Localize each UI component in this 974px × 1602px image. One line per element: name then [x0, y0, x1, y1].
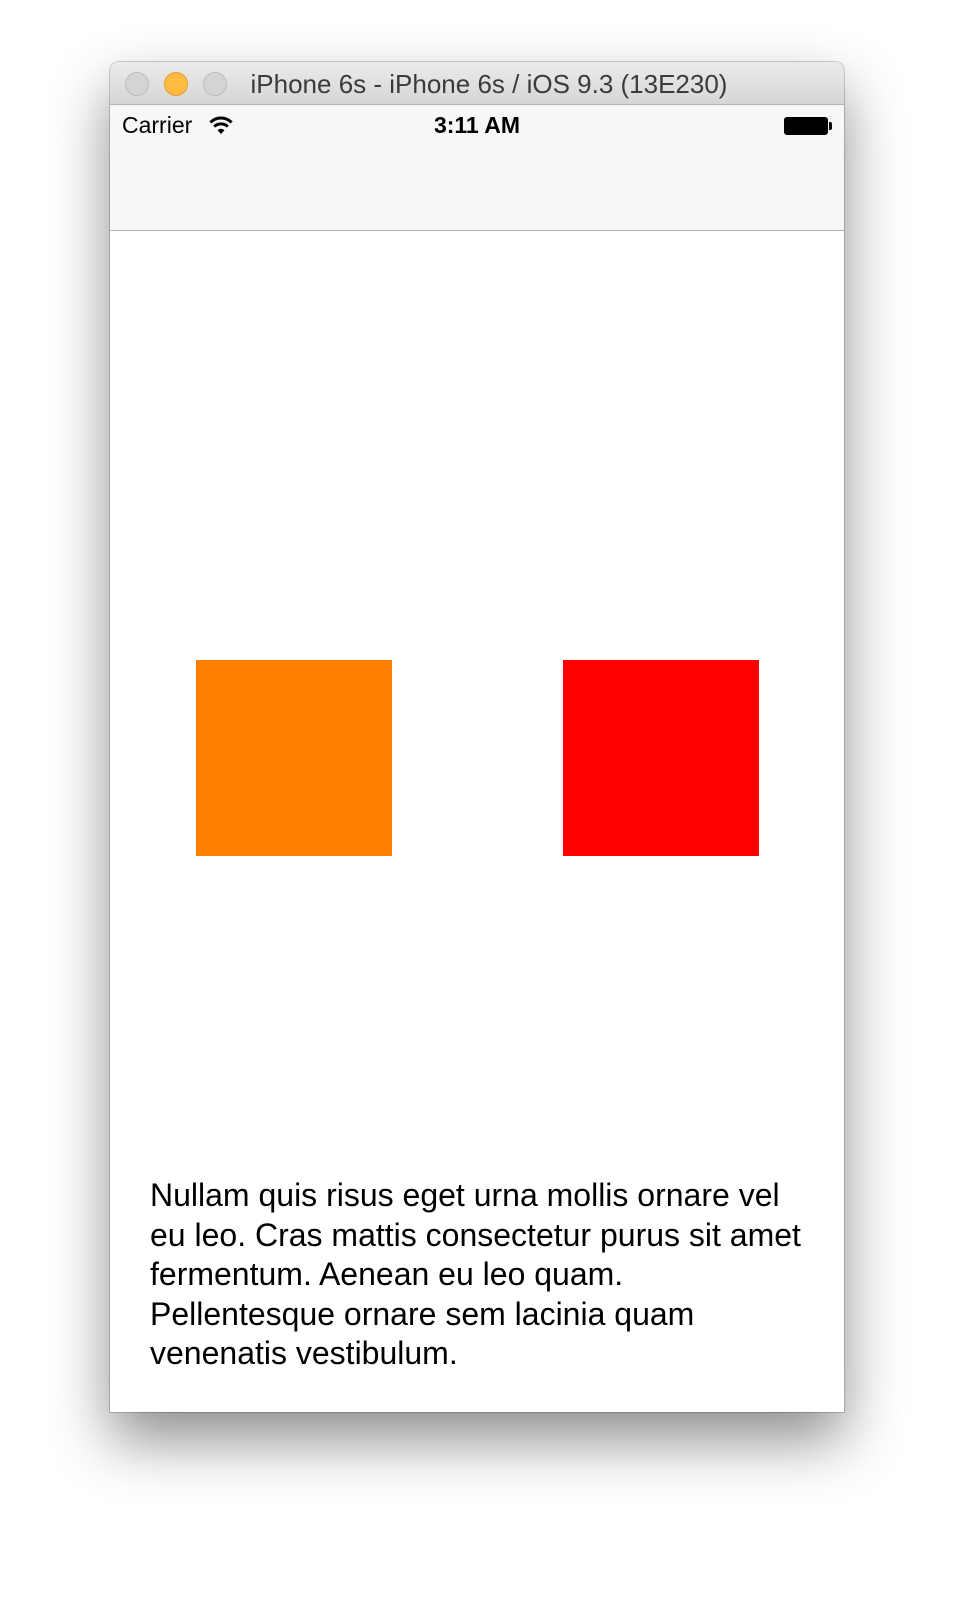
carrier-label: Carrier [122, 112, 193, 138]
device-screen: Carrier 3:11 AM Nullam quis risus eget u… [110, 105, 844, 1412]
simulator-window: iPhone 6s - iPhone 6s / iOS 9.3 (13E230)… [110, 62, 844, 1412]
battery-icon [784, 117, 828, 135]
close-button[interactable] [125, 72, 149, 96]
wifi-icon [209, 116, 233, 134]
battery-tip [829, 122, 832, 130]
red-square [563, 660, 759, 856]
title-bar[interactable]: iPhone 6s - iPhone 6s / iOS 9.3 (13E230) [110, 62, 844, 105]
orange-square [196, 660, 392, 856]
minimize-button[interactable] [164, 72, 188, 96]
body-paragraph: Nullam quis risus eget urna mollis ornar… [150, 1177, 801, 1371]
window-title: iPhone 6s - iPhone 6s / iOS 9.3 (13E230) [250, 69, 728, 99]
zoom-button[interactable] [203, 72, 227, 96]
status-time: 3:11 AM [433, 112, 521, 138]
status-bar: Carrier 3:11 AM [110, 105, 844, 145]
navigation-bar [110, 145, 844, 231]
